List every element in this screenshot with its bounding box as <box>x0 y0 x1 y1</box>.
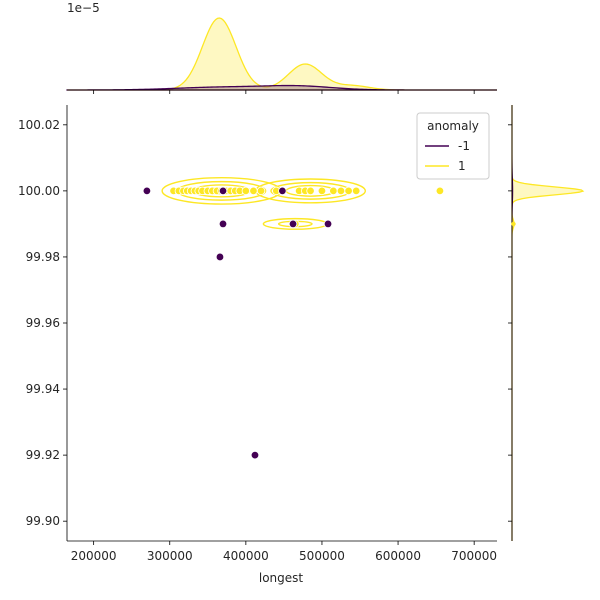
x-tick-label: 300000 <box>147 549 193 563</box>
x-tick-label: 500000 <box>299 549 345 563</box>
y-tick-label: 99.96 <box>26 316 60 330</box>
scatter-point <box>250 450 260 460</box>
x-tick-label: 400000 <box>223 549 269 563</box>
right-marginal-axes <box>508 105 585 541</box>
y-tick-label: 100.02 <box>18 118 60 132</box>
scatter-point <box>218 219 228 229</box>
scatter-point <box>241 186 251 196</box>
scatter-point <box>323 219 333 229</box>
y-tick-label: 99.94 <box>26 382 60 396</box>
top-marginal-axes: 1e−5 <box>66 1 497 94</box>
x-tick-label: 200000 <box>71 549 117 563</box>
top-marginal-scale-label: 1e−5 <box>67 1 100 15</box>
y-tick-label: 99.98 <box>26 250 60 264</box>
legend-label-anomaly-1: 1 <box>458 159 466 173</box>
legend-frame <box>416 112 490 180</box>
right-kde-fill-anomaly-1 <box>511 105 585 541</box>
scatter-point <box>288 219 298 229</box>
right-marginal-ticks <box>508 124 512 522</box>
x-tick-label: 600000 <box>375 549 421 563</box>
top-kde-fill-anomaly-1 <box>67 17 497 91</box>
x-tick-label: 700000 <box>451 549 497 563</box>
x-axis-label: longest <box>259 571 304 585</box>
y-tick-label: 99.92 <box>26 448 60 462</box>
scatter-point <box>344 186 353 196</box>
right-marginal-clipped-points <box>511 221 516 227</box>
y-tick-label: 100.00 <box>18 184 60 198</box>
kde-contour-layer <box>161 176 367 230</box>
scatter-points-layer <box>142 186 445 460</box>
top-marginal-ticks <box>93 90 475 94</box>
scatter-point <box>142 186 152 196</box>
legend-title: anomaly <box>427 119 479 133</box>
y-tick-label: 99.90 <box>26 514 60 528</box>
scatter-point <box>218 186 228 196</box>
scatter-point <box>249 186 258 196</box>
legend: anomaly -1 1 <box>416 112 490 180</box>
scatter-point <box>435 186 445 196</box>
scatter-point <box>215 252 225 262</box>
scatter-point <box>352 186 361 196</box>
scatter-point <box>306 186 315 196</box>
scatter-point <box>329 186 338 196</box>
scatter-point <box>256 186 266 196</box>
scatter-point <box>278 186 287 196</box>
x-ticks: 200000 300000 400000 500000 600000 700000 <box>71 541 497 563</box>
scatter-point <box>317 186 327 196</box>
legend-label-anomaly-minus1: -1 <box>458 139 470 153</box>
right-marginal-blip <box>511 221 516 227</box>
scatter-point <box>336 186 346 196</box>
y-ticks: 99.90 99.92 99.94 99.96 99.98 100.00 100.02 <box>18 118 67 528</box>
top-kde-fill-anomaly-minus1 <box>66 84 497 91</box>
